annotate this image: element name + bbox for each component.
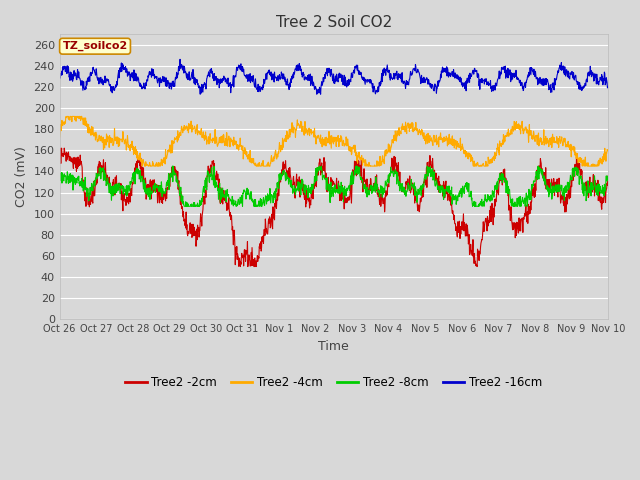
Title: Tree 2 Soil CO2: Tree 2 Soil CO2 [276,15,392,30]
Tree2 -16cm [176,57,184,62]
Tree2 -16cm [178,63,186,69]
Tree2 -2cm [56,151,63,157]
Tree2 -2cm [236,264,244,269]
Tree2 -2cm [178,205,186,211]
Tree2 -4cm [420,136,428,142]
Tree2 -16cm [56,71,63,77]
Tree2 -2cm [604,173,612,179]
Tree2 -2cm [56,145,64,151]
Tree2 -8cm [164,180,172,185]
Tree2 -16cm [313,91,321,97]
Tree2 -4cm [240,148,248,154]
Tree2 -8cm [180,204,188,209]
Tree2 -8cm [420,184,428,190]
Tree2 -8cm [168,163,176,169]
Tree2 -2cm [164,180,172,185]
Tree2 -16cm [604,84,612,90]
Tree2 -4cm [492,149,499,155]
Tree2 -4cm [138,163,146,169]
Tree2 -4cm [604,148,612,154]
Tree2 -16cm [239,69,247,74]
Tree2 -4cm [165,149,173,155]
Tree2 -16cm [492,87,499,93]
Line: Tree2 -4cm: Tree2 -4cm [60,117,608,166]
Tree2 -4cm [56,134,63,140]
Tree2 -8cm [56,175,63,181]
Line: Tree2 -8cm: Tree2 -8cm [60,166,608,206]
Text: TZ_soilco2: TZ_soilco2 [63,41,127,51]
Legend: Tree2 -2cm, Tree2 -4cm, Tree2 -8cm, Tree2 -16cm: Tree2 -2cm, Tree2 -4cm, Tree2 -8cm, Tree… [120,371,547,394]
Tree2 -8cm [540,174,547,180]
Tree2 -8cm [240,189,248,194]
Tree2 -2cm [492,203,499,209]
Tree2 -16cm [164,80,172,86]
Tree2 -4cm [63,114,71,120]
Y-axis label: CO2 (mV): CO2 (mV) [15,146,28,207]
Tree2 -8cm [604,178,612,183]
Tree2 -4cm [540,137,547,143]
Tree2 -8cm [492,182,499,188]
Tree2 -4cm [179,127,186,132]
Tree2 -2cm [540,171,547,177]
Line: Tree2 -16cm: Tree2 -16cm [60,60,608,94]
Line: Tree2 -2cm: Tree2 -2cm [60,148,608,266]
Tree2 -8cm [178,199,186,204]
Tree2 -16cm [540,83,547,88]
Tree2 -2cm [420,193,428,199]
Tree2 -16cm [420,80,428,85]
Tree2 -2cm [240,263,248,269]
X-axis label: Time: Time [318,340,349,353]
